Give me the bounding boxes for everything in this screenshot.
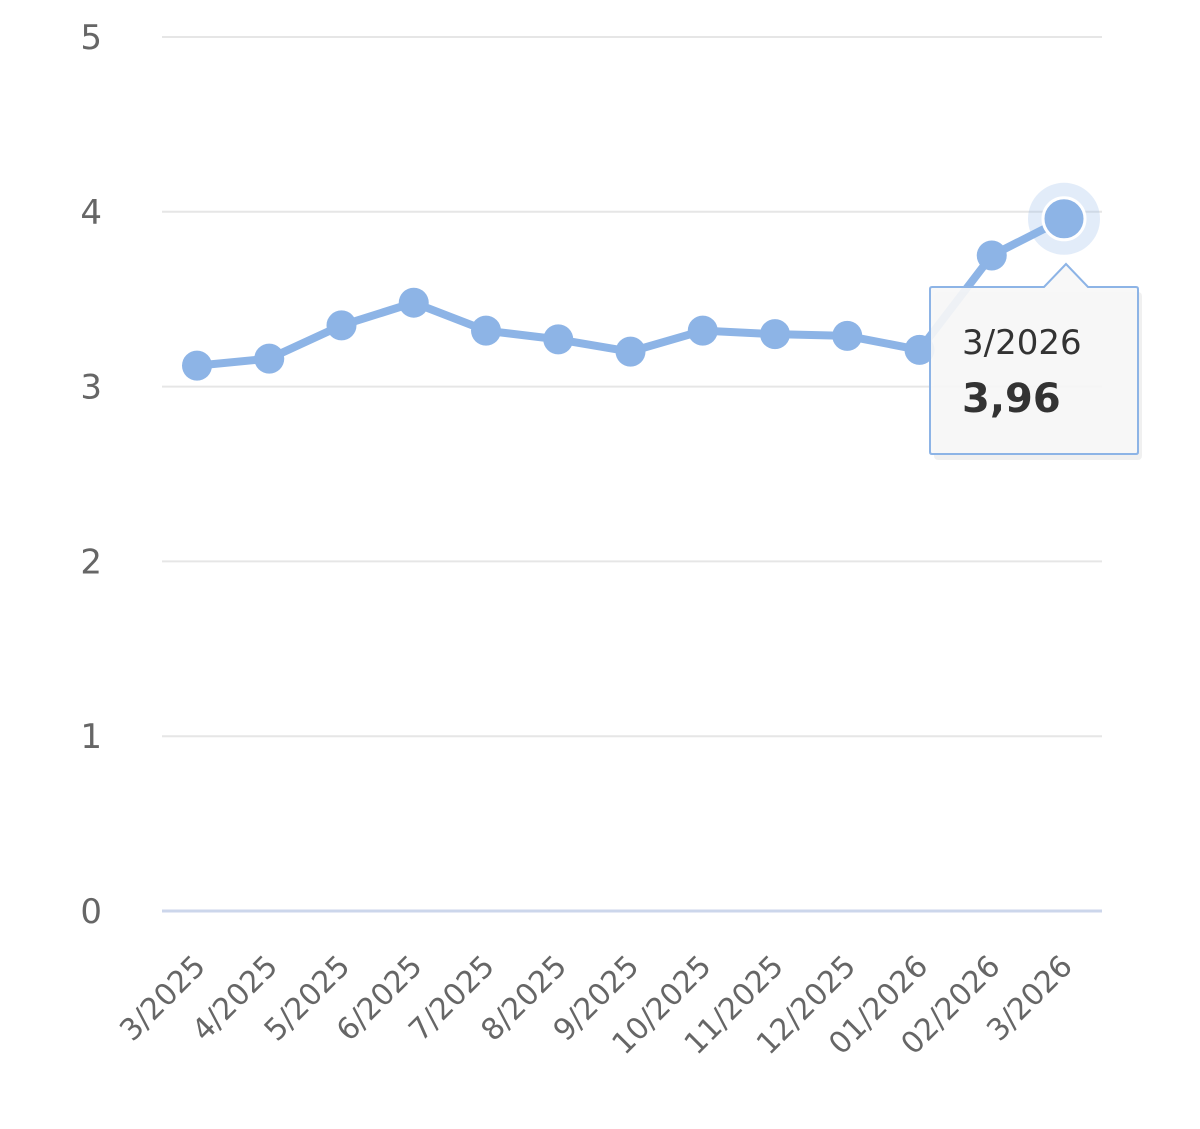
data-point[interactable] (254, 343, 285, 374)
data-point[interactable] (398, 287, 429, 318)
tooltip-category: 3/2026 (962, 323, 1082, 363)
y-tick-label: 3 (80, 368, 102, 408)
data-point[interactable] (543, 324, 574, 355)
y-tick-label: 4 (80, 193, 102, 233)
y-tick-label: 2 (80, 542, 102, 582)
series (182, 182, 1100, 381)
tooltip: 3/2026 3,96 (929, 262, 1142, 460)
data-point[interactable] (326, 310, 357, 341)
data-point[interactable] (832, 320, 863, 351)
data-point[interactable] (182, 350, 212, 381)
data-point[interactable] (615, 336, 646, 367)
tooltip-value: 3,96 (962, 376, 1061, 422)
data-point-hovered[interactable] (1041, 196, 1087, 242)
data-point[interactable] (687, 315, 718, 346)
tooltip-box (929, 262, 1139, 455)
data-point[interactable] (760, 319, 790, 350)
y-axis-labels: 0 1 2 3 4 5 (80, 18, 102, 932)
data-point[interactable] (904, 334, 935, 365)
y-tick-label: 1 (80, 717, 102, 757)
y-tick-label: 5 (80, 18, 102, 58)
x-axis-labels: 3/20254/20255/20256/20257/20258/20259/20… (113, 949, 1079, 1062)
data-point[interactable] (976, 240, 1007, 271)
gridlines (162, 36, 1102, 913)
data-point[interactable] (471, 315, 501, 346)
y-tick-label: 0 (80, 892, 102, 932)
